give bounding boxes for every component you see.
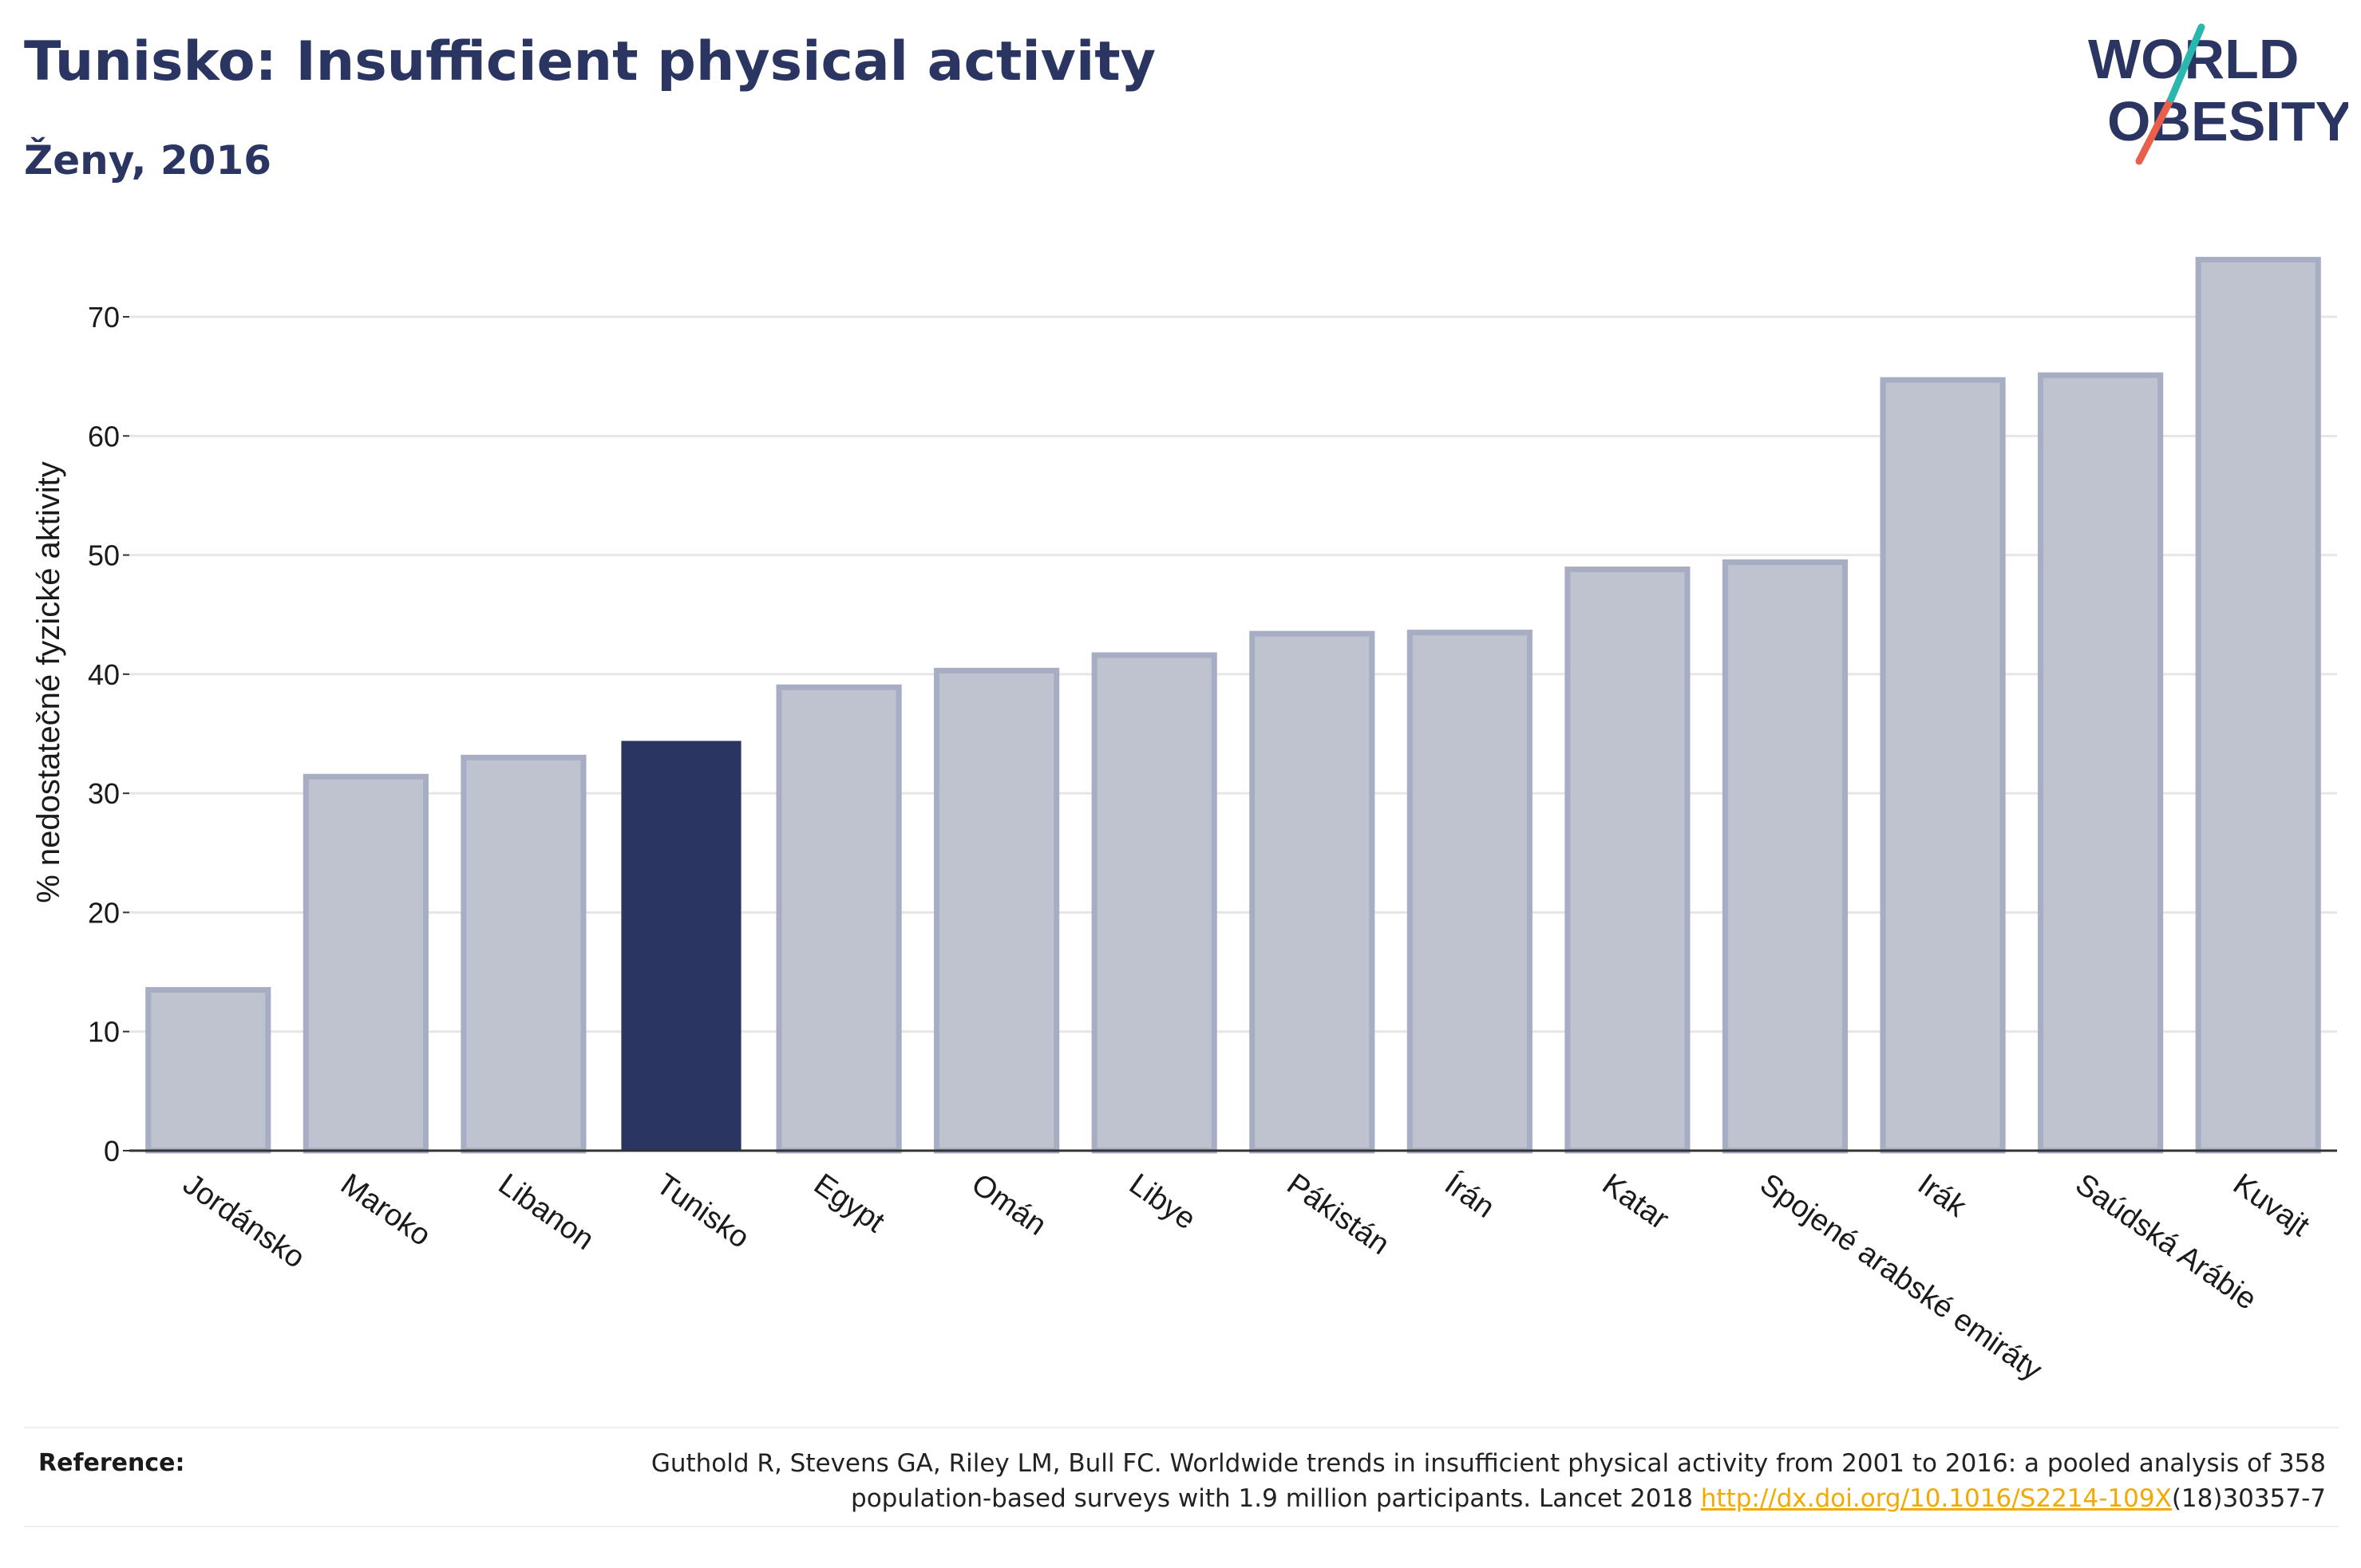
y-tick-label: 40 [88,658,120,691]
x-tick-label: Libanon [492,1167,600,1257]
bar-irák [1880,377,2006,1154]
reference-line2-end: (18)30357-7 [2171,1484,2326,1513]
x-tick-label: Irák [1912,1167,1973,1224]
chart-title: Tunisko: Insufficient physical activity [24,30,1157,93]
x-tick-label: Libye [1123,1167,1202,1237]
bar-saúdská-arábie [2038,372,2164,1154]
bar-chart: 0 10 20 30 40 50 60 70 Jordánsko Maroko Libanon Tu… [31,256,2337,1387]
x-tick-label: Pákistán [1281,1167,1395,1262]
x-tick-label: Maroko [334,1167,437,1253]
y-tick-label: 20 [88,896,120,929]
y-tick-label: 0 [104,1135,120,1167]
bar-írán [1406,630,1532,1154]
chart-subtitle: Ženy, 2016 [24,137,272,184]
reference-top-rule [24,1427,2339,1428]
world-obesity-logo: WORLD OBESITY [2088,23,2348,165]
y-tick-labels: 0 10 20 30 40 50 60 70 [88,301,129,1167]
bar-omán [934,667,1060,1154]
x-tick-label: Írán [1438,1167,1501,1225]
reference-bottom-rule [24,1526,2339,1527]
bar-katar [1564,567,1691,1154]
bar-spojené-arabské-emiráty [1722,559,1849,1154]
x-tick-labels: Jordánsko Maroko Libanon Tunisko Egypt Omán Li… [177,1167,2316,1387]
reference-line2: population-based surveys with 1.9 millio… [851,1484,1701,1513]
y-tick-label: 50 [88,539,120,572]
bar-pákistán [1249,630,1375,1154]
bar-libye [1091,652,1217,1154]
grid-lines [129,315,2337,1033]
y-tick-label: 60 [88,420,120,452]
x-tick-label: Spojené arabské emiráty [1754,1167,2047,1388]
y-tick-label: 70 [88,301,120,334]
reference-text: Guthold R, Stevens GA, Riley LM, Bull FC… [490,1446,2326,1516]
bar-jordánsko [145,986,271,1154]
x-tick-label: Egypt [808,1167,891,1239]
reference-label: Reference: [38,1449,185,1477]
bar-tunisko [621,741,742,1151]
bars [145,256,2321,1154]
y-tick-label: 30 [88,777,120,810]
reference-doi-link[interactable]: http://dx.doi.org/10.1016/S2214-109X [1700,1484,2172,1513]
x-tick-label: Omán [965,1167,1052,1242]
bar-kuvajt [2195,256,2321,1154]
x-tick-label: Tunisko [650,1167,755,1255]
x-tick-label: Jordánsko [177,1167,311,1275]
x-tick-label: Katar [1596,1167,1675,1237]
bar-egypt [776,684,902,1154]
bar-libanon [461,754,587,1154]
bar-maroko [303,773,429,1154]
x-tick-label: Kuvajt [2227,1167,2316,1243]
y-axis-label: % nedostatečné fyzické aktivity [31,461,66,903]
y-tick-label: 10 [88,1016,120,1049]
reference-line1: Guthold R, Stevens GA, Riley LM, Bull FC… [651,1449,2326,1478]
